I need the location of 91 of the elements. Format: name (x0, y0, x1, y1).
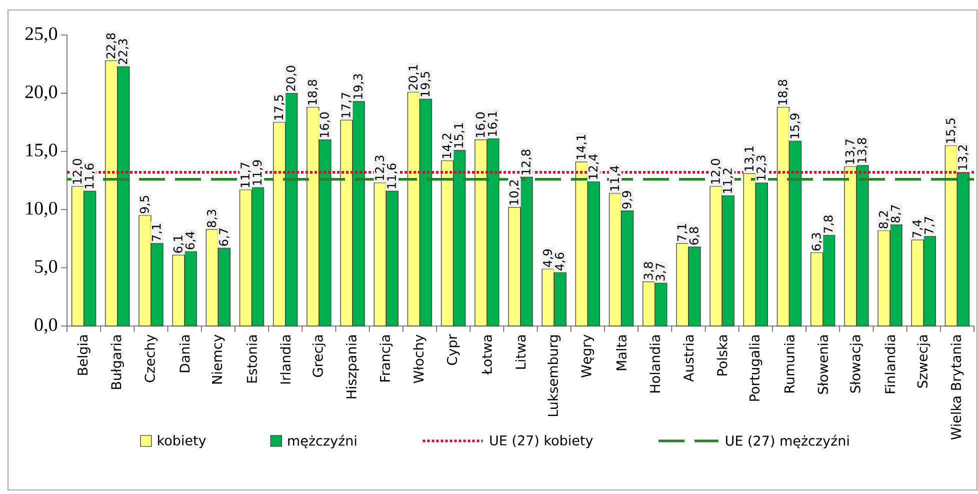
x-tick-label: Austria (683, 335, 694, 382)
data-label: 6,3 (812, 233, 822, 250)
x-tick-label: Malta (616, 335, 626, 370)
legend-label: mężczyźni (288, 434, 356, 448)
data-label: 7,1 (677, 224, 688, 241)
data-label: 22,8 (106, 33, 117, 58)
data-label: 12,0 (710, 158, 722, 184)
data-label: 12,0 (72, 158, 83, 184)
x-tick-label: Finlandia (884, 335, 896, 394)
data-label: 6,4 (185, 232, 196, 250)
data-label: 10,2 (509, 180, 520, 205)
data-label: 9,5 (140, 196, 150, 214)
data-label: 19,3 (353, 74, 364, 99)
data-label: 17,5 (274, 95, 284, 120)
x-tick-label: Niemcy (212, 334, 225, 384)
x-tick-label: Francja (380, 335, 393, 382)
x-tick-label: Irlandia (280, 335, 291, 384)
x-tick-label: Holandia (650, 335, 660, 392)
data-label: 14,1 (576, 134, 587, 160)
data-label: 12,3 (756, 156, 767, 180)
x-tick-label: Hiszpania (346, 335, 360, 398)
y-tick-label: 0,0 (34, 318, 58, 334)
data-label: 12,3 (374, 156, 386, 180)
data-label: 11,6 (84, 164, 95, 188)
data-label: 8,3 (207, 210, 218, 228)
data-label: 8,2 (878, 211, 890, 228)
data-label: 6,1 (173, 236, 184, 253)
data-label: 13,7 (845, 139, 856, 164)
x-tick-label: Łotwa (482, 335, 492, 375)
data-label: 12,8 (521, 150, 532, 174)
x-tick-label: Cypr (446, 334, 460, 365)
x-tick-label: Włochy (413, 334, 426, 384)
data-label: 7,7 (924, 216, 935, 234)
y-tick-label: 5,0 (35, 260, 58, 276)
x-tick-label: Grecja (312, 335, 326, 377)
x-tick-label: Węgry (581, 334, 594, 378)
data-label: 7,4 (912, 220, 923, 238)
data-label: 7,8 (824, 216, 834, 233)
data-label: 13,8 (857, 138, 868, 163)
x-tick-label: Litwa (515, 335, 526, 369)
data-label: 15,9 (790, 114, 800, 138)
data-label: 11,6 (386, 164, 398, 188)
x-tick-label: Dania (179, 335, 190, 372)
data-label: 22,3 (118, 39, 129, 64)
x-tick-label: Czechy (144, 334, 158, 382)
data-label: 6,7 (219, 228, 230, 246)
data-label: 19,5 (420, 72, 431, 96)
data-label: 7,1 (152, 224, 162, 241)
x-tick-label: Portugalia (749, 335, 762, 401)
x-tick-label: Estonia (246, 335, 257, 383)
data-label: 18,8 (778, 80, 788, 104)
data-label: 4,6 (554, 252, 566, 270)
data-label: 11,2 (722, 168, 734, 193)
data-label: 12,4 (588, 154, 599, 179)
data-label: 14,2 (442, 134, 452, 158)
x-tick-label: Wielka Brytania (950, 335, 964, 440)
data-label: 4,9 (542, 249, 554, 267)
x-tick-label: Bułgaria (110, 335, 124, 389)
data-label: 17,7 (341, 92, 352, 118)
data-label: 15,5 (946, 118, 956, 143)
data-label: 11,7 (240, 162, 251, 188)
x-tick-label: Luksemburg (548, 335, 561, 416)
data-label: 15,1 (454, 123, 464, 148)
data-label: 16,0 (320, 112, 330, 138)
data-label: 11,4 (610, 166, 620, 191)
data-label: 13,1 (744, 146, 755, 171)
x-tick-label: Słowenia (818, 335, 828, 394)
data-label: 3,8 (644, 262, 654, 280)
data-label: 6,8 (689, 227, 700, 245)
data-label: 8,7 (890, 205, 902, 223)
y-tick-label: 20,0 (25, 85, 58, 101)
y-tick-label: 10,0 (26, 202, 58, 218)
legend-label: UE (27) kobiety (490, 435, 593, 448)
y-tick-label: 25,0 (25, 27, 58, 43)
x-tick-label: Belgia (77, 335, 90, 375)
data-label: 9,9 (622, 191, 632, 209)
data-label: 11,9 (252, 160, 263, 185)
legend-label: kobiety (158, 435, 206, 448)
data-label: 20,1 (408, 65, 419, 90)
x-tick-label: Polska (716, 335, 728, 376)
x-tick-label: Rumunia (784, 335, 794, 392)
y-tick-label: 15,0 (26, 144, 58, 160)
legend-label: UE (27) mężczyźni (726, 434, 849, 448)
data-label: 13,2 (958, 145, 968, 170)
data-label: 18,8 (308, 80, 318, 104)
data-label: 16,1 (488, 112, 498, 136)
x-tick-label: Szwecja (917, 335, 930, 388)
data-label: 16,0 (476, 112, 486, 138)
x-tick-label: Słowacja (850, 335, 863, 393)
data-label: 20,0 (286, 66, 297, 91)
data-label: 3,7 (656, 263, 666, 281)
